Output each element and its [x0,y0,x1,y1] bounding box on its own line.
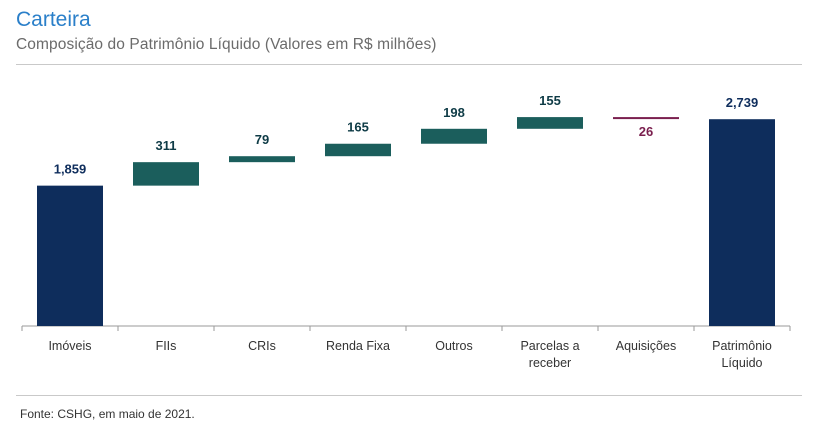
waterfall-bar [325,143,391,157]
data-label: 311 [156,138,177,153]
data-label: 198 [443,105,465,120]
waterfall-bar [37,185,103,326]
x-tick-label: FIIs [156,339,177,353]
data-label: 2,739 [726,95,759,110]
x-tick-label: Outros [435,339,473,353]
chart-subtitle: Composição do Patrimônio Líquido (Valore… [16,36,437,53]
data-label: 155 [539,93,561,108]
x-tick-label: Patrimônio [712,339,772,353]
waterfall-bar [421,128,487,144]
x-tick-label: Imóveis [48,339,91,353]
data-label: 1,859 [54,162,87,177]
x-tick-label: Aquisições [616,339,676,353]
source-note: Fonte: CSHG, em maio de 2021. [20,407,195,421]
top-divider [16,64,802,65]
chart-title: Carteira [16,8,91,31]
bottom-divider [16,395,802,396]
data-label: 26 [639,124,653,139]
x-tick-label: CRIs [248,339,276,353]
x-tick-label: Líquido [721,356,762,370]
waterfall-bar [517,117,583,129]
waterfall-bar [133,162,199,186]
x-tick-label: Renda Fixa [326,339,390,353]
data-label: 79 [255,132,269,147]
x-tick-label: Parcelas a [520,339,579,353]
waterfall-bar [613,117,679,120]
x-tick-label: receber [529,356,571,370]
data-label: 165 [347,120,369,135]
waterfall-bar [229,156,295,163]
waterfall-bar [709,119,775,326]
